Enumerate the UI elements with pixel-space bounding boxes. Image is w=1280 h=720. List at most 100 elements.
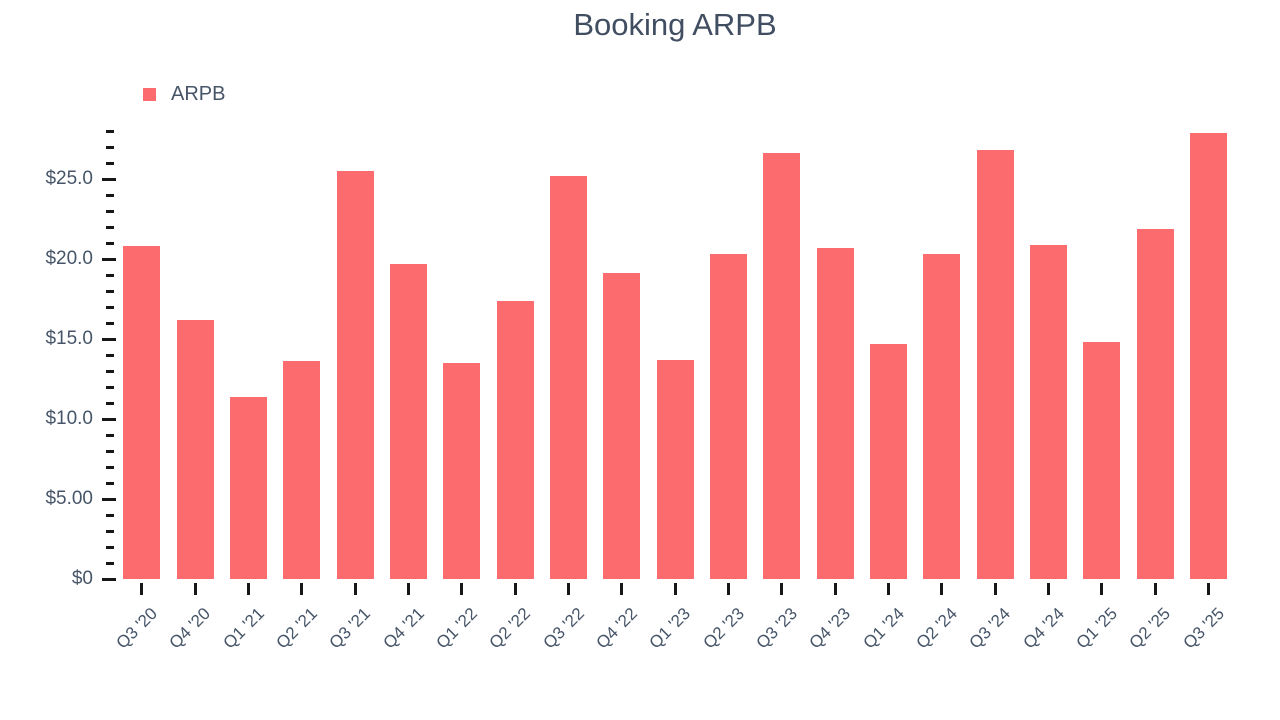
x-axis-tick-label: Q4 '23 bbox=[805, 604, 855, 653]
y-axis-major-tick bbox=[102, 257, 116, 261]
x-axis-tick-label: Q2 '24 bbox=[912, 604, 962, 653]
x-axis-tick-label: Q2 '21 bbox=[272, 604, 322, 653]
x-axis-tick bbox=[780, 583, 784, 595]
x-axis-tick-label: Q1 '25 bbox=[1072, 604, 1122, 653]
y-axis-minor-tick bbox=[106, 513, 114, 517]
bar-q1-22 bbox=[443, 363, 481, 579]
x-axis-tick-label: Q4 '24 bbox=[1019, 604, 1068, 653]
y-axis-minor-tick bbox=[106, 449, 114, 453]
y-axis-minor-tick bbox=[106, 353, 114, 357]
y-axis-minor-tick bbox=[106, 193, 114, 197]
x-axis-tick bbox=[993, 583, 997, 595]
x-axis-tick bbox=[353, 583, 357, 595]
y-axis-minor-tick bbox=[106, 289, 114, 293]
y-axis-tick-label: $10.0 bbox=[45, 408, 93, 429]
y-axis-minor-tick bbox=[106, 545, 114, 549]
x-axis-tick-label: Q3 '23 bbox=[752, 604, 802, 653]
bar-q3-22 bbox=[549, 175, 587, 579]
y-axis-minor-tick bbox=[106, 273, 114, 277]
bar-q4-24 bbox=[1029, 244, 1067, 579]
x-axis-tick-label: Q2 '25 bbox=[1125, 604, 1175, 653]
y-axis-major-tick bbox=[102, 577, 116, 581]
bar-q3-20 bbox=[123, 246, 161, 579]
x-axis-tick-label: Q1 '22 bbox=[432, 604, 482, 653]
bar-q2-25 bbox=[1136, 228, 1174, 579]
x-axis-tick bbox=[673, 583, 677, 595]
x-axis-tick bbox=[460, 583, 464, 595]
x-axis-tick-label: Q4 '22 bbox=[592, 604, 642, 653]
y-axis-minor-tick bbox=[106, 369, 114, 373]
y-axis-minor-tick bbox=[106, 241, 114, 245]
y-axis-minor-tick bbox=[106, 465, 114, 469]
y-axis-minor-tick bbox=[106, 401, 114, 405]
y-axis-minor-tick bbox=[106, 225, 114, 229]
y-axis-major-tick bbox=[102, 497, 116, 501]
bar-q3-25 bbox=[1189, 132, 1227, 579]
bar-q4-23 bbox=[816, 247, 854, 579]
bar-q1-25 bbox=[1083, 342, 1121, 579]
bar-q4-22 bbox=[603, 273, 641, 579]
bar-q3-23 bbox=[763, 153, 801, 579]
y-axis-minor-tick bbox=[106, 481, 114, 485]
x-axis-tick bbox=[726, 583, 730, 595]
x-axis-tick-label: Q3 '22 bbox=[539, 604, 588, 653]
x-axis-tick-label: Q3 '21 bbox=[325, 604, 375, 653]
bar-q2-22 bbox=[496, 300, 534, 579]
y-axis-tick-label: $0 bbox=[71, 568, 93, 589]
x-axis-tick bbox=[620, 583, 624, 595]
x-axis-tick bbox=[513, 583, 517, 595]
y-axis-minor-tick bbox=[106, 161, 114, 165]
y-axis-tick-label: $15.0 bbox=[45, 328, 93, 349]
x-axis-tick bbox=[140, 583, 144, 595]
y-axis-minor-tick bbox=[106, 529, 114, 533]
legend-label: ARPB bbox=[171, 83, 226, 105]
x-axis-tick bbox=[193, 583, 197, 595]
x-axis-tick bbox=[406, 583, 410, 595]
x-axis-tick-label: Q1 '24 bbox=[859, 604, 908, 653]
x-axis-tick bbox=[566, 583, 570, 595]
y-axis-minor-tick bbox=[106, 209, 114, 213]
bar-q1-23 bbox=[656, 359, 694, 579]
y-axis-major-tick bbox=[102, 177, 116, 181]
x-axis-tick bbox=[246, 583, 250, 595]
bar-q4-21 bbox=[389, 263, 427, 579]
y-axis-minor-tick bbox=[106, 305, 114, 309]
y-axis-minor-tick bbox=[106, 321, 114, 325]
y-axis-minor-tick bbox=[106, 129, 114, 133]
x-axis-tick-label: Q1 '21 bbox=[219, 604, 268, 653]
y-axis-minor-tick bbox=[106, 385, 114, 389]
y-axis-minor-tick bbox=[106, 561, 114, 565]
bar-q3-24 bbox=[976, 150, 1014, 579]
x-axis-tick bbox=[1206, 583, 1210, 595]
x-axis-tick bbox=[833, 583, 837, 595]
y-axis-tick-label: $25.0 bbox=[45, 168, 93, 189]
y-axis-major-tick bbox=[102, 337, 116, 341]
x-axis-tick-label: Q2 '23 bbox=[699, 604, 748, 653]
y-axis-tick-label: $5.00 bbox=[45, 488, 93, 509]
x-axis-tick bbox=[886, 583, 890, 595]
x-axis-tick bbox=[1046, 583, 1050, 595]
bar-q4-20 bbox=[176, 319, 214, 579]
legend-swatch-icon bbox=[143, 88, 156, 101]
x-axis-tick-label: Q1 '23 bbox=[645, 604, 695, 653]
y-axis-tick-label: $20.0 bbox=[45, 248, 93, 269]
x-axis-tick bbox=[1153, 583, 1157, 595]
x-axis-tick-label: Q3 '20 bbox=[112, 604, 162, 653]
bar-q2-21 bbox=[283, 361, 321, 579]
legend[interactable]: ARPB bbox=[143, 83, 225, 106]
x-axis-tick-label: Q3 '25 bbox=[1179, 604, 1228, 653]
x-axis-tick-label: Q3 '24 bbox=[965, 604, 1015, 653]
x-axis-tick-label: Q2 '22 bbox=[485, 604, 535, 653]
x-axis-tick-label: Q4 '21 bbox=[379, 604, 428, 653]
y-axis-major-tick bbox=[102, 417, 116, 421]
x-axis-tick bbox=[940, 583, 944, 595]
x-axis-tick-label: Q4 '20 bbox=[165, 604, 215, 653]
y-axis-minor-tick bbox=[106, 145, 114, 149]
bar-q3-21 bbox=[336, 171, 374, 579]
x-axis-tick bbox=[1100, 583, 1104, 595]
bar-q1-24 bbox=[869, 343, 907, 579]
x-axis-tick bbox=[300, 583, 304, 595]
bar-q2-23 bbox=[709, 254, 747, 579]
bar-q2-24 bbox=[923, 254, 961, 579]
